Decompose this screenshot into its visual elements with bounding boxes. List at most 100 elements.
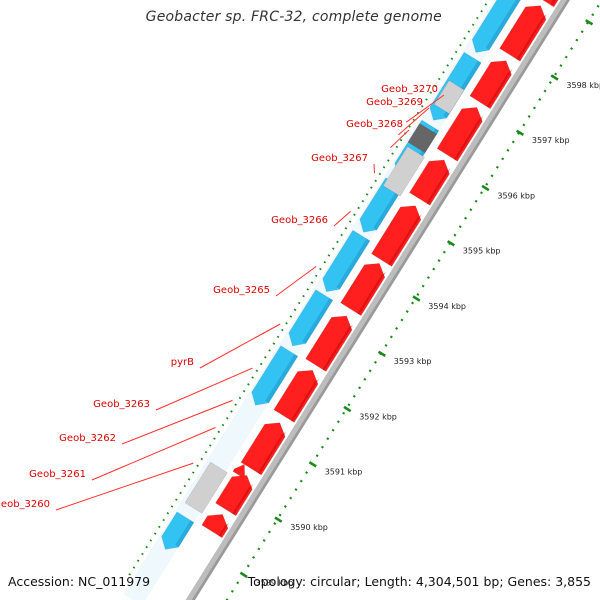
inner-minor-tick: [454, 50, 458, 54]
forward-cds-shade-11: [516, 14, 547, 61]
forward-cds-4: [273, 369, 319, 423]
inner-minor-tick: [276, 335, 280, 339]
scale-minor-tick: [527, 115, 531, 118]
inner-minor-tick: [217, 430, 221, 434]
scale-minor-tick: [368, 369, 372, 373]
inner-minor-tick: [208, 444, 212, 447]
inner-minor-tick: [149, 539, 153, 542]
scale-minor-tick: [373, 360, 377, 364]
reverse-cds-shade-3: [302, 298, 333, 344]
inner-minor-tick: [420, 105, 424, 108]
topology-summary: Topology: circular; Length: 4,304,501 bp…: [247, 574, 591, 589]
gene-label-g3270: Geob_3270: [381, 84, 438, 95]
scale-minor-tick: [432, 267, 436, 271]
inner-minor-tick: [348, 220, 352, 223]
inner-minor-tick: [230, 410, 233, 413]
inner-minor-tick: [255, 369, 259, 372]
inner-minor-tick: [310, 281, 314, 284]
scale-minor-tick: [522, 123, 526, 127]
inner-minor-tick: [340, 233, 343, 237]
forward-cds-7: [370, 205, 422, 267]
inner-minor-tick: [285, 322, 288, 325]
reverse-cds-8: [471, 0, 521, 53]
inner-minor-tick: [331, 247, 335, 250]
scale-minor-tick: [442, 250, 446, 254]
scale-minor-tick: [543, 89, 547, 93]
scale-minor-tick: [464, 216, 468, 220]
inner-minor-tick: [374, 179, 377, 183]
inner-minor-tick: [433, 84, 437, 88]
scale-minor-tick: [320, 445, 324, 449]
gene-label-g3267: Geob_3267: [311, 153, 368, 164]
inner-minor-tick: [289, 315, 293, 318]
scale-minor-tick: [342, 411, 346, 415]
backbone-line: [191, 0, 570, 600]
forward-cds-shade-12: [550, 0, 556, 6]
inner-minor-tick: [251, 376, 254, 379]
scale-minor-tick: [479, 191, 483, 195]
scale-major-tick: [550, 74, 559, 81]
forward-cds-shade-5: [322, 324, 353, 371]
scale-minor-tick: [299, 479, 303, 483]
inner-minor-tick: [484, 3, 488, 6]
reverse-cds-2: [251, 345, 299, 406]
reverse-cds-shade-4: [336, 238, 370, 290]
inner-minor-tick: [162, 518, 165, 522]
scale-minor-tick: [421, 284, 425, 288]
scale-minor-tick: [426, 276, 430, 279]
inner-minor-tick: [225, 417, 229, 420]
forward-cds-shade-2: [232, 484, 254, 515]
tick-label-3591: 3591 kbp: [325, 468, 363, 477]
reverse-cds-shade-1: [175, 520, 194, 548]
inner-minor-tick: [128, 573, 131, 576]
forward-cds-12: [542, 0, 559, 8]
inner-minor-tick: [136, 559, 140, 562]
tick-label-3592: 3592 kbp: [359, 413, 397, 422]
inner-minor-tick: [293, 308, 297, 311]
inner-minor-tick: [391, 152, 394, 155]
forward-cds-8: [409, 159, 450, 206]
scale-minor-tick: [273, 522, 277, 525]
gray-feature-1: [184, 461, 228, 514]
forward-cds-shade-8: [426, 168, 451, 205]
leader-g3269: [398, 107, 430, 136]
inner-minor-tick: [319, 267, 322, 271]
inner-minor-tick: [200, 457, 204, 461]
accession-text: Accession: NC_011979: [8, 574, 151, 589]
gene-label-pyrB: pyrB: [171, 357, 194, 368]
inner-minor-tick: [336, 240, 339, 244]
gray-feature-2: [382, 146, 426, 197]
tick-label-3598: 3598 kbp: [566, 81, 600, 90]
inner-minor-tick: [387, 159, 390, 162]
tick-label-3596: 3596 kbp: [497, 192, 535, 201]
scale-minor-tick: [363, 377, 367, 381]
inner-minor-tick: [442, 71, 445, 74]
gene-label-g3260: Geob_3260: [0, 499, 50, 510]
inner-minor-tick: [297, 301, 301, 305]
inner-minor-tick: [221, 423, 225, 427]
forward-cds-shade-10: [486, 69, 513, 108]
inner-minor-tick: [170, 505, 174, 508]
scale-major-tick: [308, 461, 317, 468]
forward-cds-11: [499, 5, 547, 62]
scale-minor-tick: [283, 505, 287, 508]
scale-minor-tick: [469, 208, 473, 212]
scale-minor-tick: [389, 335, 393, 339]
reverse-cds-shade-2: [265, 354, 298, 403]
leader-g3268: [390, 129, 410, 149]
inner-minor-tick: [183, 484, 187, 488]
forward-cds-shade-7: [388, 214, 422, 266]
leader-layer: [55, 94, 445, 511]
reverse-cds-shade-8: [485, 0, 521, 51]
scale-minor-tick: [559, 64, 563, 67]
inner-minor-tick: [425, 98, 428, 101]
inner-minor-tick: [446, 64, 449, 67]
scale-minor-tick: [294, 488, 298, 491]
inner-minor-tick: [476, 16, 479, 20]
gray-feature-3: [433, 80, 465, 115]
scale-minor-tick: [246, 564, 250, 568]
reverse-cds-3: [288, 289, 334, 347]
scale-minor-tick: [474, 199, 478, 203]
scale-minor-tick: [315, 454, 319, 458]
